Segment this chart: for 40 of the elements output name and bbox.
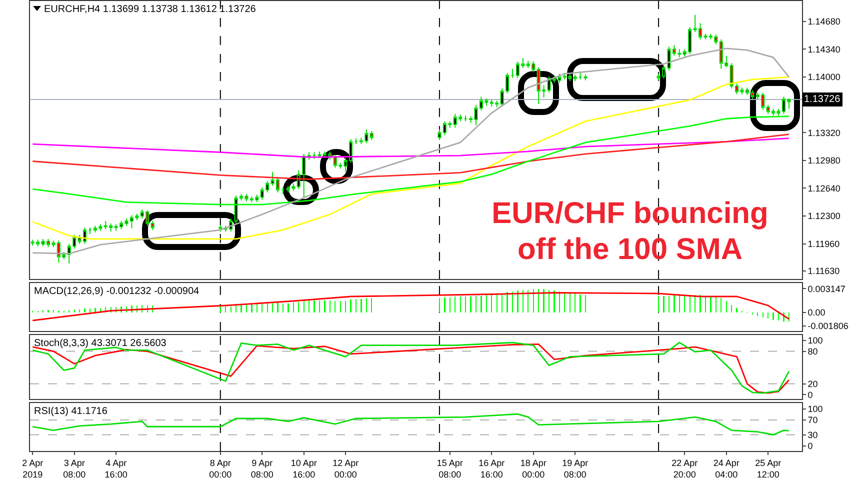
- y-tick-label: -0.001806: [808, 320, 848, 331]
- ref-line-label: 1.13726: [804, 94, 841, 105]
- y-tick-label: 1.14000: [808, 72, 840, 82]
- x-tick-label: 10 Apr 16:00: [290, 458, 317, 480]
- y-tick-label: 1.12980: [808, 156, 840, 166]
- x-tick-label: 24 Apr 04:00: [713, 458, 740, 480]
- y-tick-label: 0: [808, 440, 813, 451]
- y-tick-label: 80: [808, 346, 818, 356]
- y-tick-label: 1.14340: [808, 44, 840, 54]
- y-tick-label: 0.003147: [808, 284, 846, 294]
- chart-title: EURCHF,H4 1.13699 1.13738 1.13612 1.13726: [44, 4, 256, 15]
- x-tick-label: 15 Apr 08:00: [436, 458, 463, 480]
- y-tick-label: 1.11630: [808, 266, 840, 276]
- x-tick-label: 16 Apr 16:00: [478, 458, 505, 480]
- y-tick-label: 0: [808, 390, 813, 400]
- y-tick-label: 1.14680: [808, 16, 840, 27]
- y-tick-label: 1.13320: [808, 128, 840, 138]
- chart-title: RSI(13) 41.1716: [34, 406, 108, 417]
- x-tick-label: 3 Apr 08:00: [63, 458, 86, 480]
- x-tick-label: 25 Apr 12:00: [755, 458, 782, 480]
- x-tick-label: 2 Apr 2019: [22, 458, 44, 480]
- x-tick-label: 4 Apr 16:00: [104, 458, 128, 480]
- y-tick-label: 30: [808, 430, 818, 440]
- x-tick-label: 8 Apr 00:00: [209, 458, 232, 480]
- chart-title: MACD(12,26,9) -0.001232 -0.000904: [34, 286, 200, 297]
- annotation: EUR/CHF bouncing off the 100 SMA: [490, 196, 770, 268]
- y-tick-label: 1.11960: [808, 238, 840, 249]
- y-tick-label: 70: [808, 415, 818, 426]
- y-tick-label: 1.12300: [808, 211, 840, 222]
- y-tick-label: 100: [808, 336, 823, 346]
- x-tick-label: 18 Apr 00:00: [520, 458, 546, 480]
- x-tick-label: 22 Apr 20:00: [672, 458, 698, 480]
- chart-title: Stoch(8,3,3) 43.3071 26.5603: [34, 338, 167, 349]
- y-tick-label: 0.00: [808, 307, 826, 318]
- y-tick-label: 100: [808, 404, 823, 414]
- x-tick-label: 12 Apr 00:00: [332, 458, 359, 480]
- y-tick-label: 20: [808, 378, 818, 389]
- y-tick-label: 1.12640: [808, 183, 840, 194]
- x-tick-label: 19 Apr 08:00: [562, 458, 588, 480]
- x-tick-label: 9 Apr 08:00: [250, 458, 274, 480]
